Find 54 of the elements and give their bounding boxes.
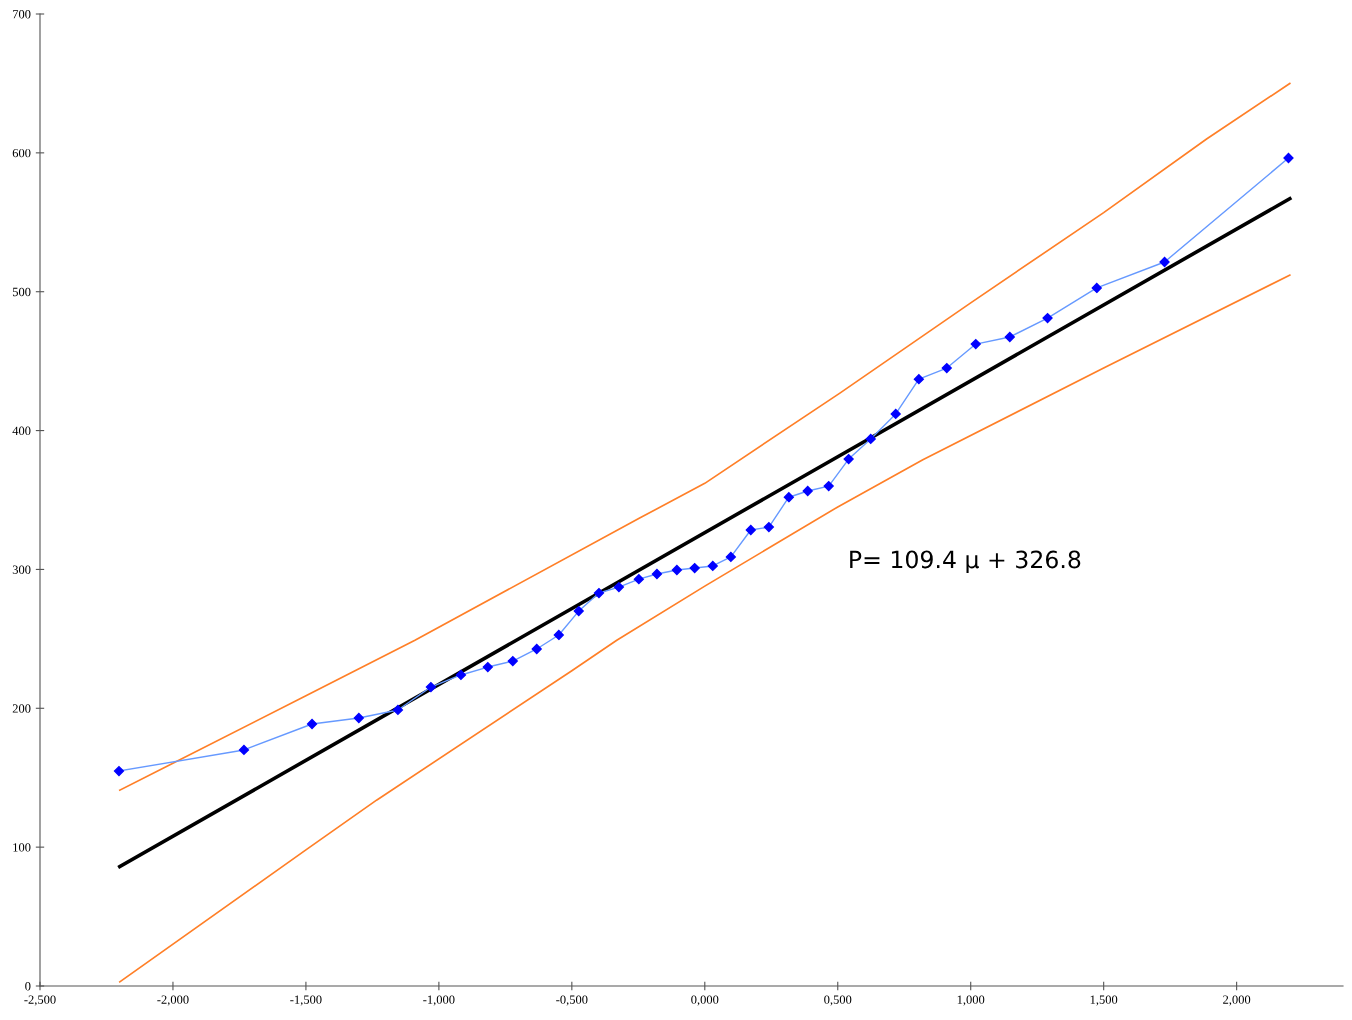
y-tick-label: 700 [13,10,31,19]
point [651,568,663,580]
point [482,661,493,673]
point [970,338,981,350]
y-tick-label: 0 [25,982,31,991]
line-series [118,274,1291,983]
point [689,562,700,574]
point [306,718,318,730]
point [573,605,584,617]
point [531,643,542,655]
point [725,551,736,563]
point [1042,312,1053,324]
y-tick-label: 400 [12,426,31,436]
point [238,744,250,756]
x-tick-label: -1,500 [290,995,322,1006]
point [425,681,437,693]
point [593,587,605,599]
x-tick-label: 0,500 [824,995,852,1006]
point [783,492,794,503]
point [745,524,756,536]
point [763,521,774,533]
point [1091,282,1102,294]
point [941,362,952,374]
x-tick-label: 1,500 [1090,995,1118,1006]
point [823,480,834,492]
point [865,433,876,445]
annotation: P= 109.4 μ + 326.8 [850,550,1081,573]
y-tick-label: 300 [12,565,31,574]
point [890,408,901,420]
x-tick-label: -1,000 [423,995,455,1006]
y-tick-label: 500 [12,287,31,297]
point [671,564,682,576]
point [113,765,125,777]
point [802,485,813,497]
y-tick-label: 200 [12,704,31,713]
point [843,453,854,465]
x-tick-label: 0,000 [691,995,719,1006]
point [913,374,924,385]
point [613,581,625,593]
x-tick-label: -2,000 [157,995,189,1006]
point [392,704,404,716]
x-tick-label: -2,500 [24,995,56,1006]
point [707,560,718,572]
x-tick-label: 2,000 [1223,995,1251,1006]
y-tick-label: 600 [12,148,31,158]
point [1004,331,1015,343]
point [455,669,467,681]
x-tick-label: 1,000 [957,995,985,1006]
x-tick-label: -0,500 [556,995,588,1006]
point [353,712,364,724]
y-tick-label: 100 [13,843,31,852]
point [633,574,644,585]
point [507,655,518,667]
point [553,629,564,641]
